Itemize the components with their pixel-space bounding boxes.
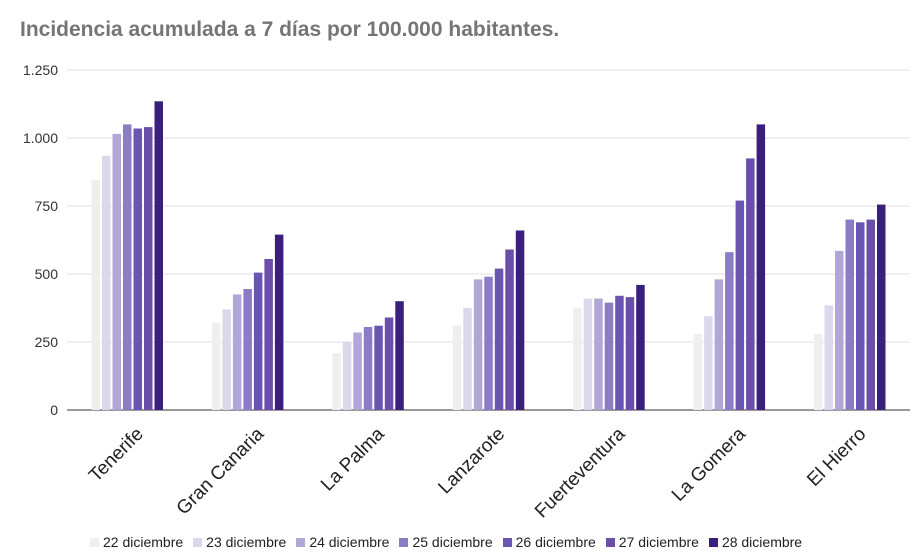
y-tick-label: 0: [50, 402, 58, 418]
bar[interactable]: [154, 101, 164, 411]
bar[interactable]: [211, 323, 221, 410]
legend-label: 28 diciembre: [721, 534, 803, 550]
x-tick-label: Tenerife: [85, 424, 148, 487]
bar[interactable]: [363, 327, 373, 410]
bar[interactable]: [253, 272, 263, 410]
x-tick-label: La Palma: [317, 423, 389, 495]
legend-swatch: [605, 537, 615, 547]
x-tick-label: La Gomera: [668, 423, 750, 505]
legend-swatch: [502, 537, 512, 547]
legend-item[interactable]: 22 diciembre: [90, 534, 183, 550]
y-tick-label: 250: [35, 334, 59, 350]
bar-chart: 0 250 500 750 1.000 1.250 Tenerife Gran Canari…: [23, 62, 910, 522]
bar[interactable]: [746, 158, 755, 410]
bar[interactable]: [856, 222, 865, 410]
legend-swatch: [90, 537, 99, 547]
bar[interactable]: [463, 308, 472, 410]
legend-label: 22 diciembre: [103, 534, 184, 550]
legend-swatch: [193, 537, 203, 547]
bar[interactable]: [835, 250, 844, 410]
y-tick-label: 1.000: [23, 130, 58, 146]
bar[interactable]: [494, 268, 504, 410]
bar[interactable]: [714, 279, 724, 410]
bar[interactable]: [515, 230, 525, 411]
x-tick-label: Fuerteventura: [531, 423, 630, 522]
bar[interactable]: [877, 204, 886, 410]
bar[interactable]: [342, 342, 352, 410]
bar[interactable]: [756, 124, 766, 411]
bar[interactable]: [264, 259, 273, 410]
x-axis-tick-labels: Tenerife Gran Canaria La Palma Lanzarote Fue…: [85, 423, 870, 522]
legend-item[interactable]: 23 diciembre: [193, 534, 286, 550]
y-tick-label: 750: [35, 198, 59, 214]
bar[interactable]: [615, 295, 624, 410]
legend-item[interactable]: 28 diciembre: [708, 534, 803, 550]
y-tick-label: 500: [35, 266, 59, 282]
bar[interactable]: [866, 219, 876, 410]
bar[interactable]: [232, 294, 242, 410]
legend: 22 diciembre 23 diciembre 24 diciembre 25 d…: [90, 534, 802, 550]
bar[interactable]: [484, 276, 493, 410]
legend-label: 25 diciembre: [412, 534, 493, 550]
bar[interactable]: [814, 333, 823, 410]
legend-swatch: [399, 537, 409, 547]
legend-item[interactable]: 26 diciembre: [502, 534, 596, 550]
bar[interactable]: [604, 302, 614, 410]
bar[interactable]: [573, 308, 582, 410]
bar[interactable]: [353, 332, 362, 411]
legend-item[interactable]: 24 diciembre: [296, 534, 389, 550]
bar[interactable]: [636, 284, 645, 410]
chart-title: Incidencia acumulada a 7 días por 100.00…: [20, 18, 560, 41]
x-tick-label: Gran Canaria: [173, 423, 269, 519]
bar[interactable]: [102, 155, 111, 410]
bar[interactable]: [144, 127, 153, 410]
bar[interactable]: [123, 124, 132, 411]
bar[interactable]: [704, 316, 713, 410]
bar[interactable]: [594, 298, 603, 411]
bar[interactable]: [693, 333, 703, 410]
legend-label: 24 diciembre: [309, 534, 390, 550]
bar[interactable]: [452, 325, 462, 410]
legend-label: 26 diciembre: [515, 534, 596, 550]
y-tick-label: 1.250: [23, 62, 58, 78]
x-tick-label: El Hierro: [803, 424, 870, 491]
bar[interactable]: [583, 298, 593, 411]
legend-swatch: [708, 537, 718, 547]
legend-swatch: [296, 537, 306, 547]
bar[interactable]: [473, 279, 483, 410]
bars: [91, 101, 886, 411]
bar[interactable]: [274, 234, 284, 410]
legend-label: 27 diciembre: [618, 534, 699, 550]
x-tick-label: Lanzarote: [434, 424, 509, 499]
bar[interactable]: [222, 309, 231, 410]
bar[interactable]: [332, 352, 341, 410]
bar[interactable]: [395, 301, 404, 410]
bar[interactable]: [243, 289, 252, 410]
bar[interactable]: [625, 297, 635, 410]
legend-item[interactable]: 25 diciembre: [399, 534, 493, 550]
bar[interactable]: [725, 252, 734, 410]
bar[interactable]: [133, 128, 143, 411]
y-axis-tick-labels: 0 250 500 750 1.000 1.250: [23, 62, 58, 418]
bar[interactable]: [505, 249, 514, 411]
bar[interactable]: [824, 305, 834, 410]
bar[interactable]: [91, 180, 101, 410]
legend-label: 23 diciembre: [206, 534, 287, 550]
legend-item[interactable]: 27 diciembre: [605, 534, 699, 550]
bar[interactable]: [384, 317, 394, 411]
bar[interactable]: [735, 200, 745, 410]
bar[interactable]: [845, 219, 855, 410]
bar[interactable]: [112, 133, 122, 410]
bar[interactable]: [374, 325, 383, 410]
